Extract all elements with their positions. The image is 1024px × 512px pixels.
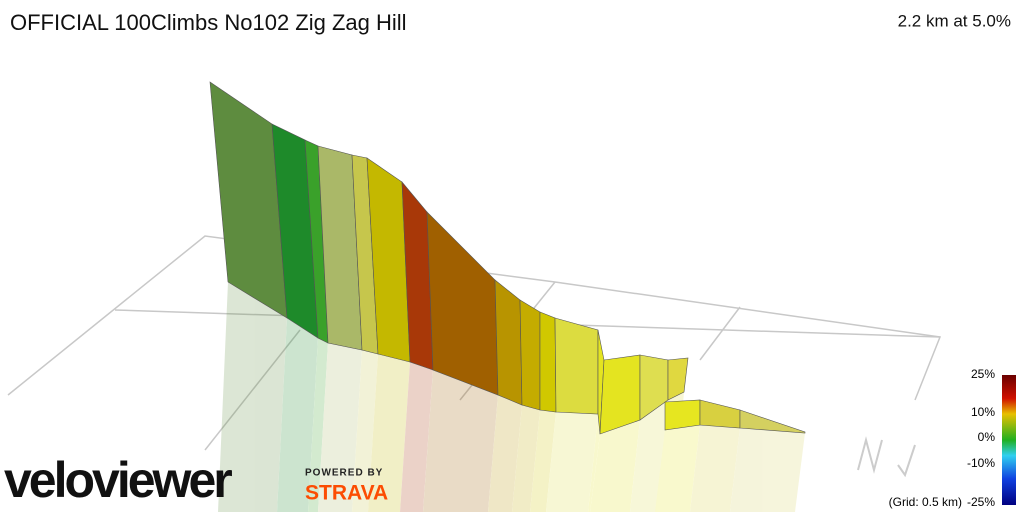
color-scale xyxy=(1002,375,1016,505)
scale-label: 25% xyxy=(971,367,995,381)
reflection-segment xyxy=(546,412,598,512)
gradient-segment xyxy=(599,354,641,435)
reflection-segment xyxy=(277,318,318,512)
reflection-segment xyxy=(423,370,498,512)
reflection-segment xyxy=(218,282,287,512)
gradient-segment xyxy=(554,317,599,415)
reflection-segment xyxy=(352,350,378,512)
reflection-segment xyxy=(488,395,522,512)
reflection-segment xyxy=(530,410,556,512)
profile-reflection xyxy=(218,282,805,512)
logo: veloviewer xyxy=(4,452,232,508)
gradient-segment xyxy=(664,399,701,431)
reflection-segment xyxy=(318,343,362,512)
gradient-segment xyxy=(494,279,523,406)
gradient-segment xyxy=(539,311,557,413)
scale-label: 0% xyxy=(978,430,996,444)
scale-label: -25% xyxy=(967,495,995,509)
scale-label: 10% xyxy=(971,405,995,419)
grid-note: (Grid: 0.5 km) xyxy=(889,495,962,509)
gradient-segment xyxy=(209,81,288,319)
scale-label: -10% xyxy=(967,456,995,470)
reflection-segment xyxy=(655,425,700,512)
reflection-segment xyxy=(368,354,410,512)
gradient-segment xyxy=(699,399,741,429)
north-arrow xyxy=(857,436,916,478)
reflection-segment xyxy=(512,405,540,512)
powered-by: POWERED BY xyxy=(305,468,383,479)
reflection-segment xyxy=(400,362,433,512)
reflection-segment xyxy=(308,338,328,512)
reflection-segment xyxy=(690,425,740,512)
reflection-segment xyxy=(588,414,600,512)
summary: 2.2 km at 5.0% xyxy=(898,11,1011,30)
gradient-segment xyxy=(739,409,806,434)
reflection-segment xyxy=(590,420,640,512)
gradient-segment xyxy=(426,211,499,396)
gradient-segment xyxy=(667,357,689,401)
reflection-segment xyxy=(730,428,805,512)
title: OFFICIAL 100Climbs No102 Zig Zag Hill xyxy=(10,10,407,35)
gradient-segment xyxy=(519,299,541,411)
strava: STRAVA xyxy=(305,482,388,505)
profile-wall xyxy=(209,81,806,435)
reflection-segment xyxy=(630,400,668,512)
